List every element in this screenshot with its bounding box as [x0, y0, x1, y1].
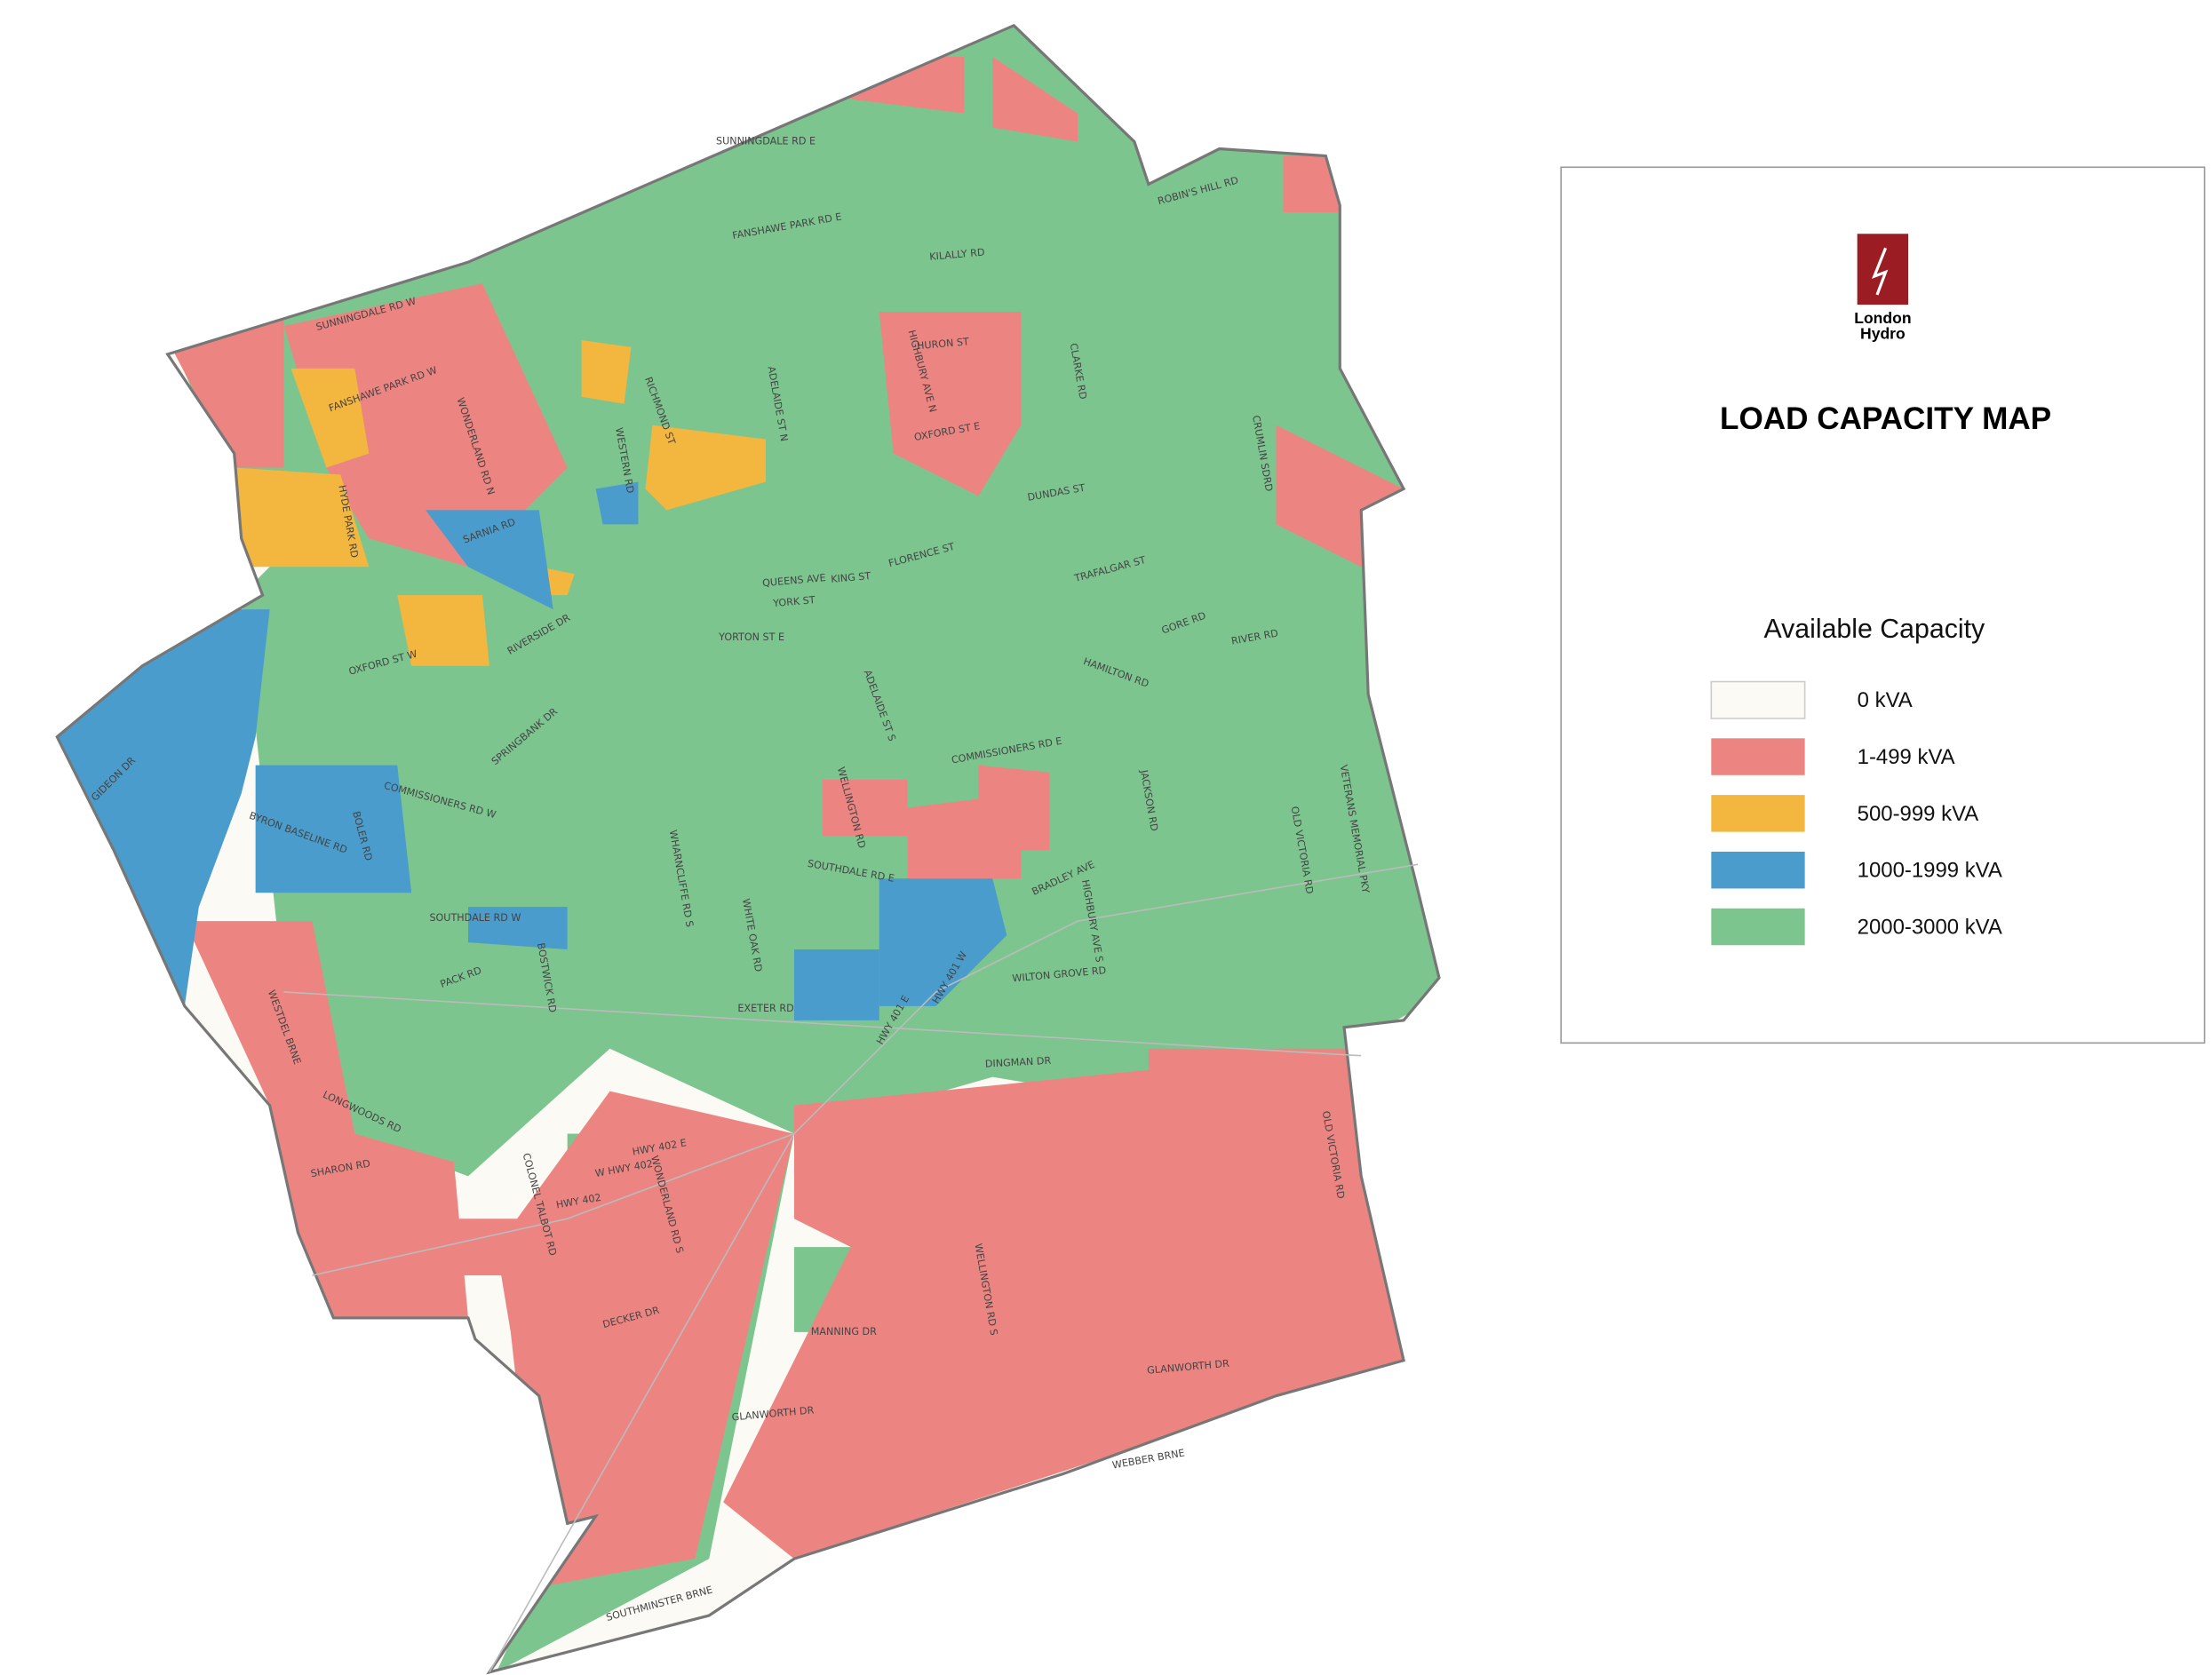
road-label: YORK ST: [772, 594, 816, 609]
capacity-region: [879, 878, 1007, 1006]
road-label: SUNNINGDALE RD E: [716, 136, 816, 147]
capacity-region: [167, 319, 284, 468]
road-label: QUEENS AVE: [762, 572, 826, 589]
capacity-region: [1106, 907, 1439, 1020]
road-label: EXETER RD: [737, 1003, 793, 1014]
legend-label: 0 kVA: [1858, 688, 1913, 712]
legend-label: 1000-1999 kVA: [1858, 859, 2002, 883]
logo-text: London: [1854, 309, 1911, 327]
legend-label: 500-999 kVA: [1858, 802, 1979, 826]
legend-title: Available Capacity: [1763, 615, 1985, 644]
map-title: LOAD CAPACITY MAP: [1720, 401, 2051, 436]
road-label: SOUTHDALE RD W: [429, 912, 521, 924]
capacity-region: [397, 595, 489, 666]
legend-swatch: [1711, 738, 1805, 775]
capacity-region: [57, 609, 270, 1006]
capacity-region: [581, 339, 632, 404]
capacity-region: [255, 765, 412, 893]
road-label: DINGMAN DR: [985, 1055, 1052, 1070]
capacity-region: [879, 312, 1022, 496]
city-boundary: [55, 23, 1441, 1675]
capacity-region: [467, 907, 568, 950]
road-label: HURON ST: [917, 336, 970, 352]
logo-text: Hydro: [1860, 324, 1906, 342]
capacity-region: [822, 779, 908, 837]
logo-mark: [1857, 234, 1909, 306]
capacity-region: [234, 467, 370, 568]
capacity-region: [397, 1219, 539, 1276]
road-label: MANNING DR: [811, 1326, 877, 1338]
legend-swatch: [1711, 851, 1805, 889]
capacity-region: [978, 765, 1050, 851]
legend-label: 1-499 kVA: [1858, 745, 1955, 769]
legend-swatch: [1710, 680, 1806, 719]
road-label: YORTON ST E: [718, 631, 784, 643]
capacity-region: [992, 56, 1078, 142]
legend: 0 kVA 1-499 kVA 500-999 kVA 1000-1999 kVA 20…: [1710, 680, 2002, 946]
legend-panel: [1560, 166, 2206, 1044]
legend-label: 2000-3000 kVA: [1858, 915, 2002, 939]
capacity-region: [496, 1091, 794, 1588]
legend-swatch: [1711, 908, 1805, 946]
capacity-region: [184, 921, 468, 1318]
capacity-region: [1134, 198, 1341, 425]
capacity-region: [595, 481, 639, 525]
capacity-region: [1148, 1048, 1362, 1205]
road-label: KILALLY RD: [929, 247, 985, 263]
capacity-region: [283, 283, 568, 568]
capacity-region: [645, 425, 767, 511]
capacity-region: [426, 510, 553, 610]
road-label: KING ST: [831, 570, 871, 585]
capacity-region: [1283, 155, 1341, 213]
logo-bolt: [1871, 247, 1889, 296]
highways: [283, 863, 1419, 1673]
capacity-region: [793, 949, 879, 1020]
legend-swatch: [1711, 795, 1805, 832]
capacity-region: [290, 368, 370, 468]
capacity-regions: [57, 25, 1439, 1672]
